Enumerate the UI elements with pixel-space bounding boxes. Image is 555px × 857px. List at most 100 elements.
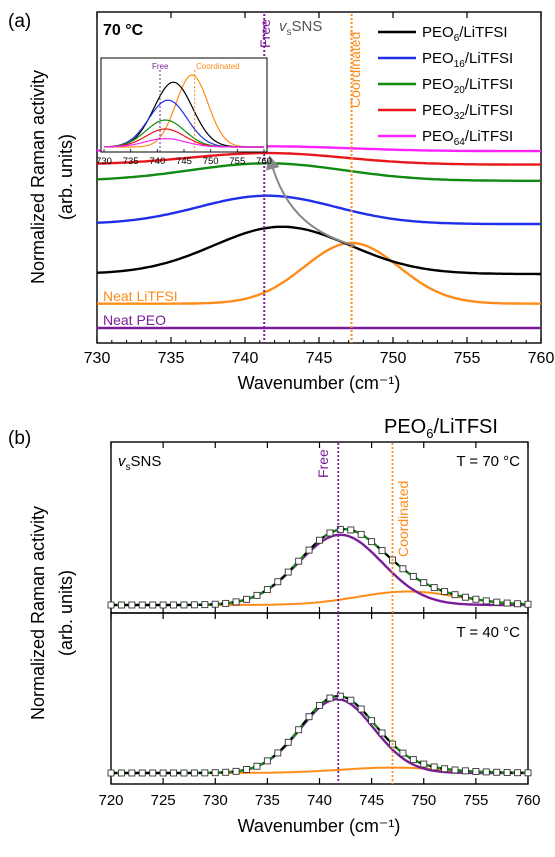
data-point [316,701,323,709]
data-point [232,767,240,775]
inset-x-tick-label: 735 [123,156,139,167]
legend-label: PEO20/LiTFSI [422,76,513,96]
mode-label: vsSNS [279,18,322,38]
data-point [451,591,459,599]
data-point [514,600,522,608]
data-point [107,769,115,777]
x-tick-label: 720 [98,792,123,809]
data-point [503,599,511,607]
inset-x-tick-label: 745 [176,156,192,167]
x-tick-label: 735 [158,350,185,367]
x-tick-label: 745 [306,350,333,367]
panel-a-label: (a) [8,11,31,32]
panel-b-xlabel: Wavenumber (cm⁻¹) [238,816,401,836]
data-point [295,557,303,565]
inset-free-label: Free [152,62,169,71]
data-point [336,525,344,533]
data-point [190,601,198,609]
data-point [274,578,282,586]
data-point [159,601,167,609]
panel-a: (a) 730 735 740 745 750 755 760 Free Coordinat… [8,11,554,393]
data-point [138,769,146,777]
inset-ticks [103,149,265,152]
panel-b-title: PEO6/LiTFSI [384,416,498,441]
data-point [295,726,303,734]
data-point [482,597,490,605]
neat-litfsi-label: Neat LiTFSI [103,288,178,304]
inset-x-tick-label: 750 [203,156,219,167]
data-point [128,769,136,777]
data-point [409,572,417,580]
data-point [462,767,469,775]
inset-x-tick-label: 740 [149,156,165,167]
x-tick-label: 745 [359,792,384,809]
data-point [190,769,198,777]
data-point [357,705,365,713]
series-line [96,225,541,276]
data-point [274,749,282,757]
inset-series-line [104,74,264,148]
data-point [493,598,501,606]
data-point [503,769,511,776]
panel-b-coordinated-label: Coordinated [395,481,411,557]
temperature-40-label: T = 40 °C [456,624,520,641]
data-point [263,586,271,594]
x-tick-label: 740 [307,792,332,809]
legend: PEO6/LiTFSI PEO16/LiTFSI PEO20/LiTFSI PEO32… [378,24,513,148]
data-point [117,769,125,777]
data-point [347,526,355,534]
data-point [107,601,115,609]
data-point [430,584,438,592]
data-point [514,769,522,777]
data-point [305,546,313,554]
data-point [347,696,355,704]
data-point [180,601,188,609]
x-tick-label: 755 [454,350,481,367]
data-point [201,601,209,609]
data-point [263,757,271,765]
data-point [482,768,490,776]
x-tick-label: 730 [203,792,228,809]
data-point [170,769,178,777]
data-point [472,767,480,775]
legend-label: PEO16/LiTFSI [422,50,513,70]
legend-label: PEO64/LiTFSI [422,128,513,148]
data-point [524,769,532,777]
panel-a-tick-labels: 730 735 740 745 750 755 760 [84,350,555,367]
x-tick-label: 750 [411,792,436,809]
data-point [253,591,261,599]
data-point [305,713,313,721]
panel-b: (b) PEO6/LiTFSI 720 725 730 735 740 745 750 755… [8,416,541,836]
data-point [336,692,344,700]
panel-a-ylabel: Normalized Raman activity [28,70,48,284]
free-label: Free [257,19,273,48]
svg-text:vsSNS: vsSNS [118,453,161,473]
data-point [420,760,428,768]
panel-b-label: (b) [8,428,31,449]
data-point [201,769,209,777]
data-point [149,601,157,609]
series-line [96,151,541,166]
panel-a-ylabel-unit: (arb. units) [56,134,76,220]
x-tick-label: 750 [380,350,407,367]
data-point [441,588,449,596]
data-point [451,766,459,774]
data-point [117,601,125,609]
inset-frame [100,57,268,153]
data-point [243,766,250,773]
data-point [399,565,407,573]
data-point [253,762,261,770]
temperature-70-label: T = 70 °C [456,453,520,470]
svg-text:vsSNS: vsSNS [279,18,322,38]
data-point [284,568,292,576]
x-tick-label: 760 [528,350,555,367]
inset-x-tick-label: 760 [256,156,272,167]
data-point [430,763,438,771]
data-point [222,768,230,776]
svg-text:PEO6/LiTFSI: PEO6/LiTFSI [384,416,498,441]
x-tick-label: 730 [84,350,111,367]
data-point [462,593,469,601]
data-point [368,717,376,725]
data-point [368,538,376,546]
x-tick-label: 725 [151,792,176,809]
